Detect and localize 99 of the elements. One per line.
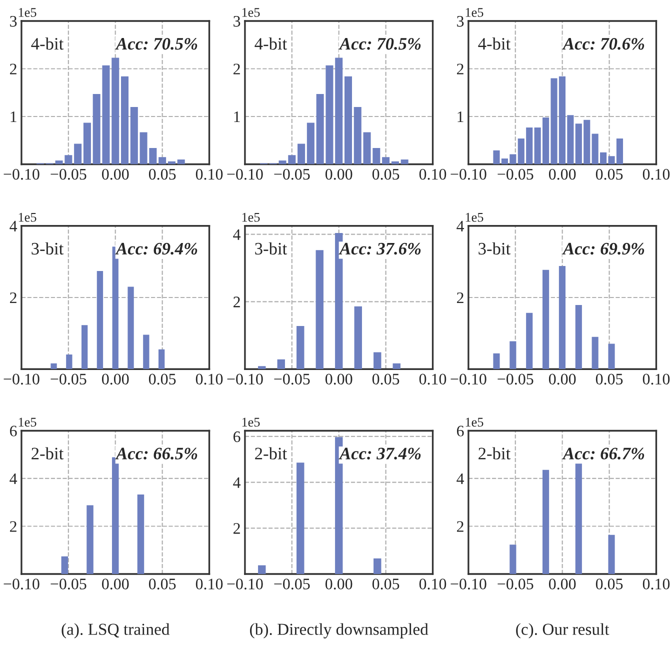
y-axis-title: 1e5: [466, 212, 484, 222]
x-tick-label: 0.10: [642, 374, 670, 385]
x-tick-label: −0.05: [498, 168, 534, 180]
y-tick-label: 4: [233, 477, 241, 488]
annotation: 4-bit: [31, 37, 64, 50]
y-tick-label: 2: [456, 292, 464, 304]
y-axis-title: 1e5: [18, 8, 36, 17]
x-tick-label: 0.05: [596, 374, 623, 385]
x-tick-label: −0.05: [274, 168, 310, 180]
y-tick-label: 2: [234, 64, 240, 74]
annotation: Acc: 66.7%: [562, 448, 644, 460]
x-tick-label: 0.10: [196, 374, 223, 385]
y-tick-label: 4: [10, 474, 18, 484]
y-tick-label: 4: [10, 220, 18, 232]
x-tick-label: 0.00: [325, 578, 352, 590]
y-tick-label: 3: [457, 16, 464, 27]
y-tick-label: 6: [10, 426, 17, 436]
x-tick-label: 0.05: [148, 578, 176, 590]
annotation: 3-bit: [255, 242, 288, 255]
y-axis-title: 1e5: [242, 418, 260, 427]
x-tick-label: 0.05: [148, 374, 176, 385]
x-tick-label: −0.10: [4, 168, 40, 180]
annotation: Acc: 70.6%: [562, 38, 644, 50]
x-tick-label: −0.10: [4, 374, 40, 385]
x-tick-label: 0.00: [102, 578, 129, 590]
y-axis-title: 1e5: [242, 8, 260, 17]
x-tick-label: −0.10: [450, 374, 486, 385]
x-tick-label: −0.10: [4, 578, 40, 590]
x-tick-label: 0.05: [596, 168, 623, 180]
x-tick-label: 0.05: [372, 578, 400, 590]
y-tick-label: 2: [10, 292, 16, 304]
y-tick-label: 1: [234, 112, 240, 122]
x-tick-label: −0.05: [274, 578, 310, 590]
x-tick-label: 0.10: [196, 578, 223, 590]
y-tick-label: 3: [10, 16, 17, 27]
y-axis-title: 1e5: [18, 212, 36, 222]
x-tick-label: −0.05: [50, 374, 86, 385]
annotation: Acc: 66.5%: [115, 448, 198, 460]
x-tick-label: −0.05: [50, 578, 86, 590]
y-tick-label: 2: [10, 64, 16, 74]
annotation: Acc: 69.4%: [115, 242, 198, 255]
x-tick-label: 0.00: [548, 578, 576, 590]
x-axis-title: (c). Our result: [516, 623, 610, 638]
y-tick-label: 2: [234, 523, 240, 534]
y-tick-label: 2: [234, 296, 240, 308]
annotation: 3-bit: [32, 242, 64, 255]
y-tick-label: 4: [456, 220, 464, 232]
y-tick-label: 1: [10, 112, 16, 122]
annotation: Acc: 37.4%: [338, 448, 421, 460]
x-tick-label: −0.05: [498, 374, 534, 385]
annotation: Acc: 70.5%: [115, 38, 198, 50]
x-tick-label: −0.10: [227, 168, 263, 180]
x-tick-label: 0.10: [642, 578, 670, 590]
x-tick-label: 0.00: [325, 168, 352, 180]
x-tick-label: −0.10: [450, 578, 486, 590]
x-tick-label: 0.05: [148, 168, 176, 180]
x-tick-label: 0.00: [325, 374, 352, 385]
y-tick-label: 2: [456, 521, 464, 532]
annotation: 4-bit: [478, 37, 511, 50]
y-tick-label: 4: [456, 474, 464, 484]
annotation: 2-bit: [255, 447, 288, 460]
y-tick-label: 1: [458, 112, 464, 122]
annotation: Acc: 37.6%: [338, 242, 421, 255]
annotation: 4-bit: [254, 37, 288, 50]
x-tick-label: −0.10: [227, 578, 263, 590]
x-tick-label: 0.05: [372, 374, 400, 385]
y-tick-label: 3: [234, 16, 240, 27]
x-tick-label: −0.10: [450, 168, 486, 180]
y-axis-title: 1e5: [466, 8, 484, 17]
y-tick-label: 2: [10, 521, 16, 532]
x-tick-label: 0.00: [102, 168, 129, 180]
x-tick-label: 0.05: [372, 168, 400, 180]
annotation: 2-bit: [32, 447, 64, 460]
x-tick-label: 0.00: [548, 168, 576, 180]
x-tick-label: −0.05: [498, 578, 534, 590]
y-tick-label: 4: [233, 229, 241, 240]
x-tick-label: 0.10: [419, 578, 446, 590]
x-tick-label: 0.10: [196, 168, 223, 180]
x-tick-label: −0.05: [274, 374, 310, 385]
y-tick-label: 6: [456, 426, 464, 436]
annotation: Acc: 70.5%: [338, 38, 421, 50]
x-tick-label: 0.10: [419, 168, 446, 180]
x-tick-label: 0.10: [419, 374, 446, 385]
y-axis-title: 1e5: [466, 418, 484, 427]
y-tick-label: 2: [456, 64, 464, 74]
annotation: 2-bit: [478, 447, 511, 460]
annotation: 3-bit: [478, 242, 511, 255]
x-tick-label: −0.10: [227, 374, 263, 385]
x-tick-label: 0.10: [642, 168, 670, 180]
y-tick-label: 6: [233, 431, 240, 442]
x-tick-label: 0.00: [102, 374, 129, 385]
x-tick-label: 0.00: [548, 374, 576, 385]
x-tick-label: −0.05: [50, 168, 86, 180]
x-axis-title: (b). Directly downsampled: [250, 623, 428, 638]
x-axis-title: (a). LSQ trained: [62, 623, 170, 638]
y-axis-title: 1e5: [242, 212, 260, 222]
y-axis-title: 1e5: [18, 418, 36, 427]
annotation: Acc: 69.9%: [562, 242, 644, 255]
x-tick-label: 0.05: [596, 578, 623, 590]
